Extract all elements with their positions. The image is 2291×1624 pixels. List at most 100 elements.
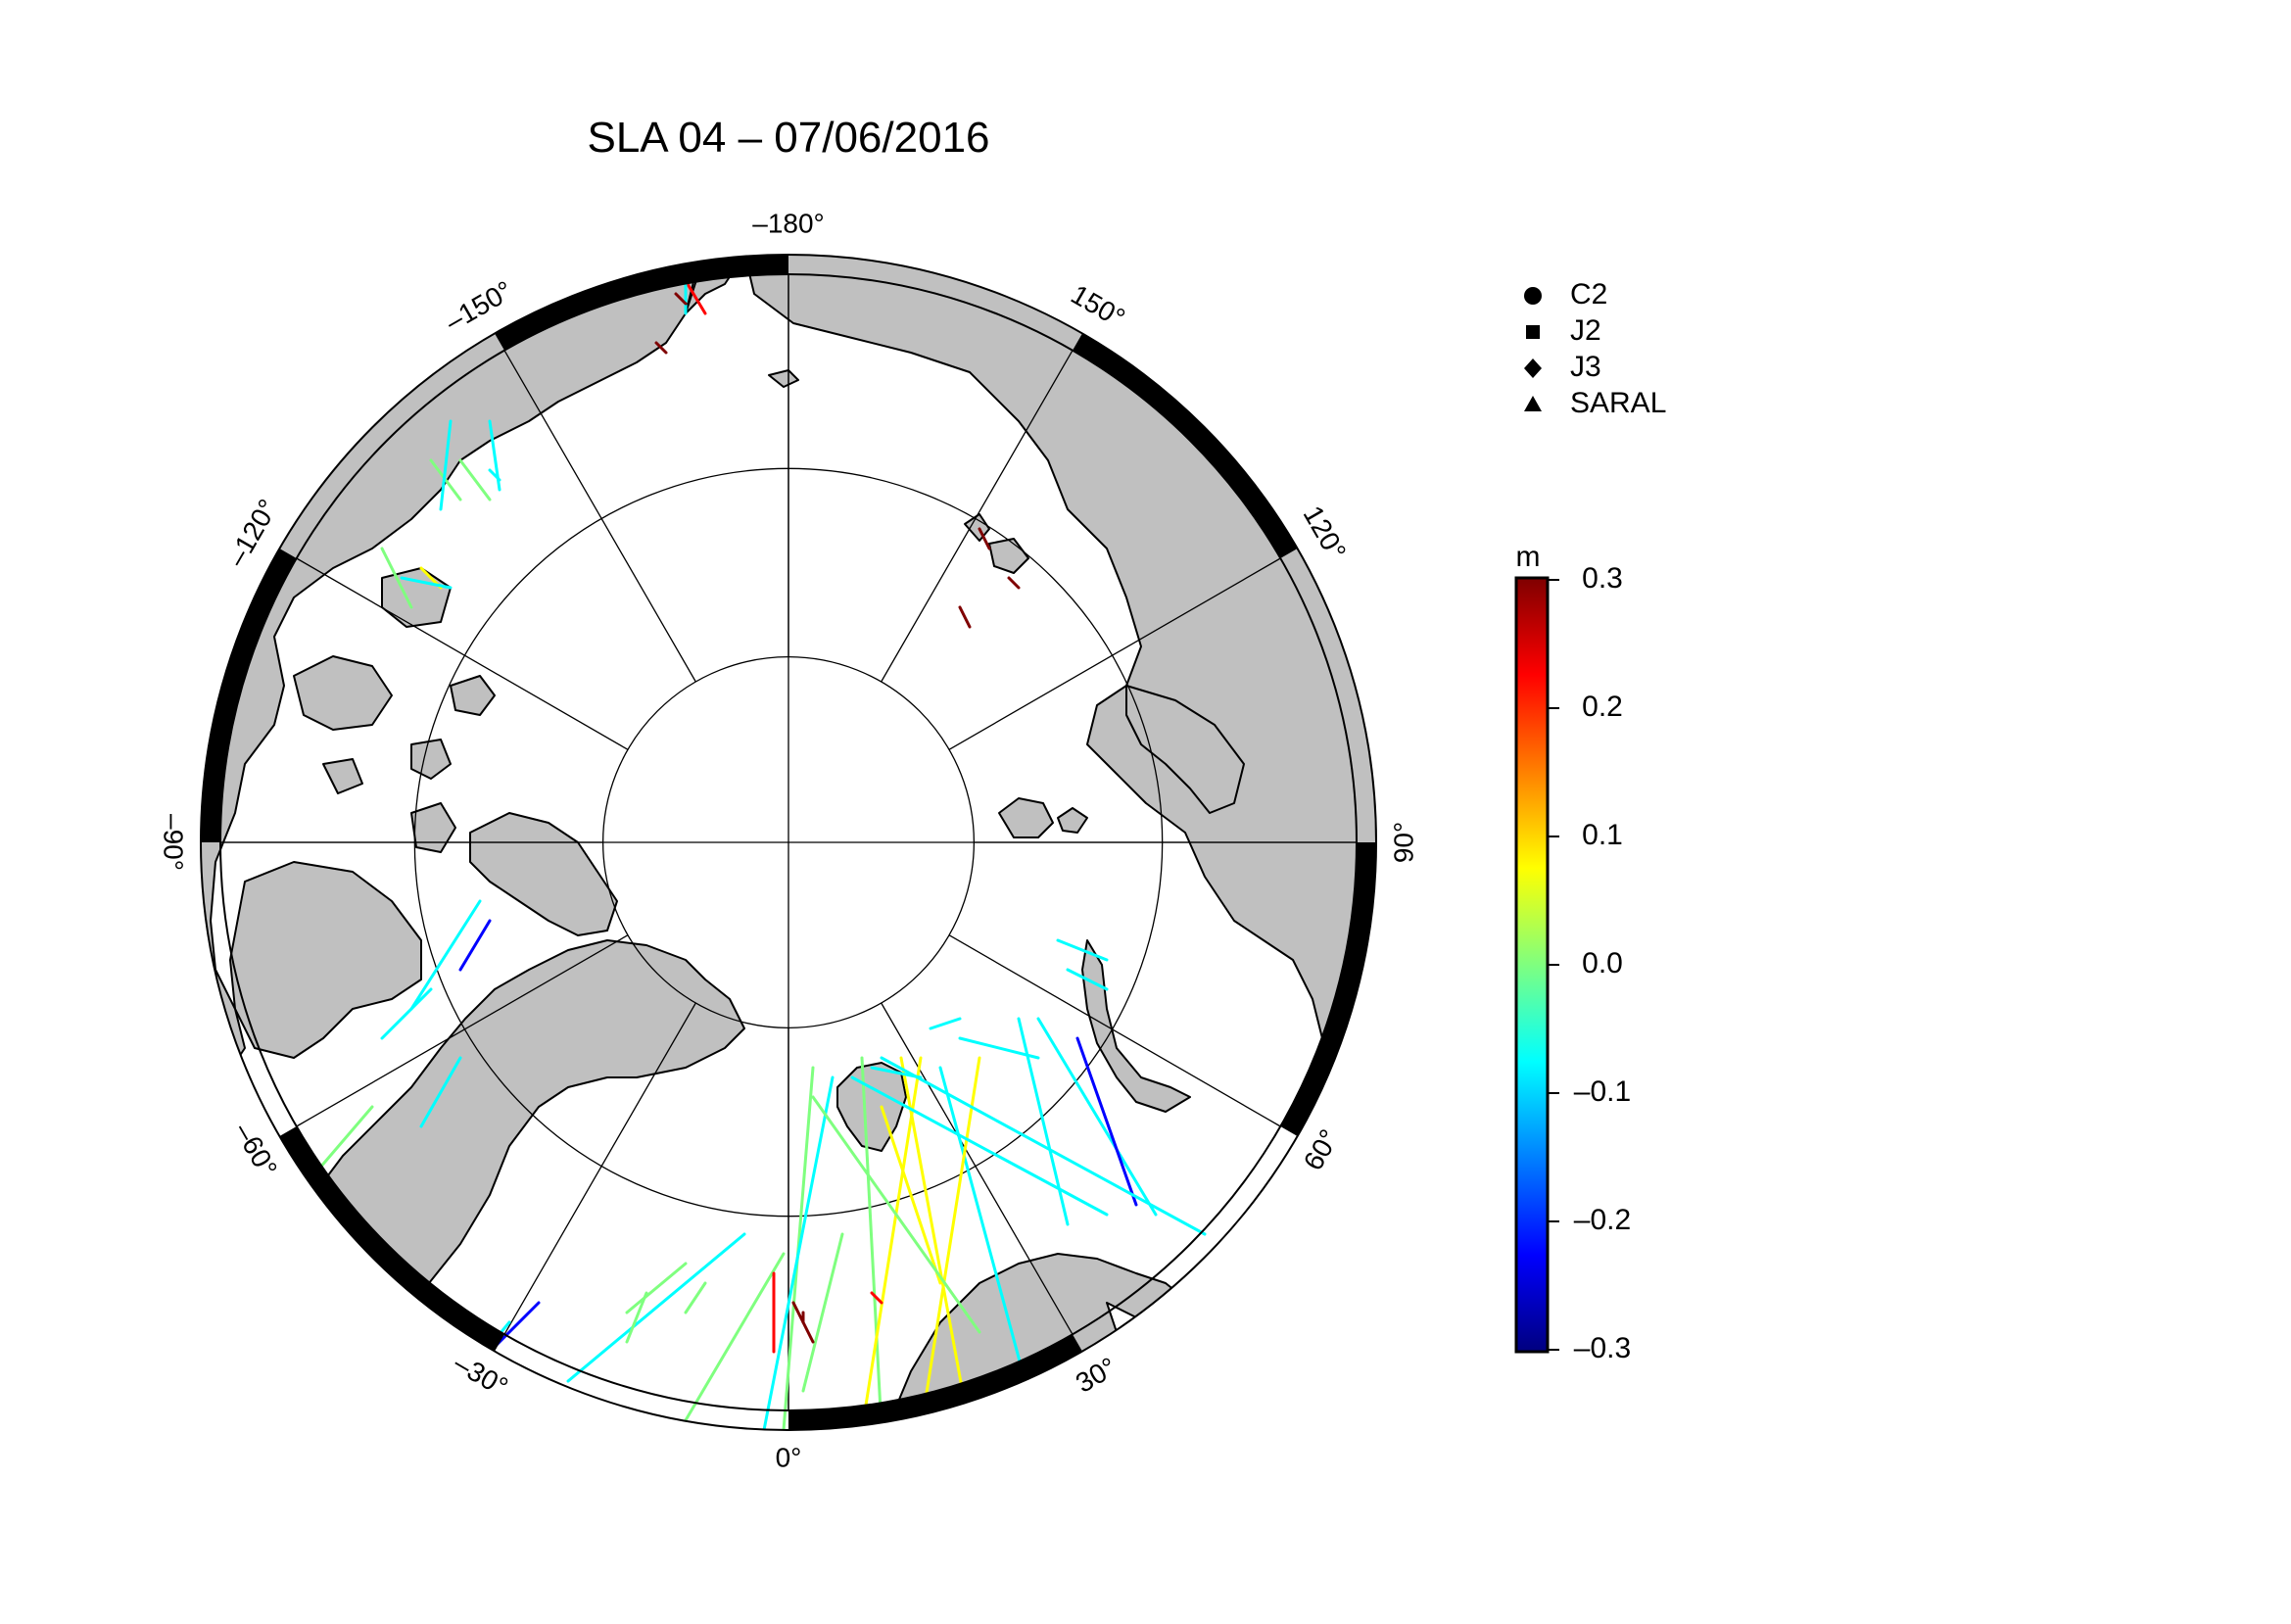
longitude-label: 90° [1388,822,1418,863]
longitude-label: –180° [752,208,825,238]
colorbar-unit: m [1516,541,1541,573]
track-segment [654,341,668,355]
land-franz-josef-2 [1057,807,1088,834]
longitude-label: 0° [776,1442,802,1472]
map-disk: –180°150°120°90°60°30°0°–30°–60°–90°–120… [159,208,1419,1472]
track-segment [625,1291,648,1344]
track-segment [880,1105,942,1285]
sla-colorbar: m 0.3 0.2 0.1 0.0 –0.1 –0.2 –0.3 [1514,541,1631,1364]
track-segment [1066,968,1109,991]
track-segment [1036,1017,1158,1217]
map-title: SLA 04 – 07/06/2016 [587,114,989,162]
meridian-line [503,350,696,683]
latitude-circle [413,467,1164,1218]
land-small-islands-3 [322,758,363,794]
track-segment [860,1056,883,1430]
land-wrangel [768,369,799,388]
longitude-label: –90° [159,814,189,871]
track-segment [801,1232,844,1393]
track-segment [870,1066,923,1079]
legend-marker-triangle-icon [1524,396,1542,411]
legend-label: J3 [1570,351,1601,383]
track-segment [919,1056,981,1430]
track-segment [929,1017,962,1030]
track-segment [850,1075,1109,1217]
track-segment [625,1262,688,1314]
satellite-tracks [311,263,1207,1430]
track-segment [978,527,991,550]
track-segment [811,1095,981,1334]
colorbar-tick-label: 0.1 [1582,819,1623,851]
frame-segment [788,1334,1082,1430]
latitude-circle [601,655,976,1029]
track-segment [762,1075,835,1430]
land-victoria [293,655,393,731]
colorbar-tick-label: 0.3 [1582,562,1623,595]
land-franz-josef [998,797,1054,838]
track-segment [419,1330,443,1373]
land-novaya-zemlya [1081,939,1191,1113]
land-small-islands-1 [450,675,496,716]
meridian-line [296,934,629,1127]
track-segment [400,576,453,590]
track-segment [870,1291,883,1305]
track-segment [566,1232,746,1383]
track-segment [791,1301,815,1344]
frame-segment [1280,842,1376,1136]
track-segment [380,547,413,609]
track-segment [899,1056,972,1430]
colorbar-tick-label: 0.0 [1582,947,1623,979]
frame-segment [279,1126,504,1352]
land-axel-heiberg [410,802,456,853]
meridian-line [296,557,629,750]
track-segment [458,458,492,502]
longitude-label: 120° [1298,501,1353,565]
meridian-line [881,1002,1074,1335]
track-segment [958,1036,1040,1060]
legend-label: J2 [1570,314,1601,347]
graticule [220,274,1357,1410]
track-segment [1007,576,1021,590]
colorbar-tick-label: 0.2 [1582,691,1623,723]
track-segment [684,1281,707,1314]
track-segment [439,419,453,511]
track-segment [380,987,433,1040]
track-segment [409,899,482,1011]
frame-segment [201,549,297,842]
track-segment [684,1252,786,1422]
track-segment [958,605,972,629]
track-segment [488,468,501,482]
meridian-line [948,557,1281,750]
track-segment [419,1056,462,1128]
colorbar-tick-label: –0.3 [1574,1332,1631,1364]
land-yamal [1125,685,1245,814]
longitude-label: 150° [1066,279,1130,334]
colorbar-tick-label: –0.1 [1574,1075,1631,1108]
longitude-label: 60° [1298,1124,1345,1175]
track-segment [429,458,462,502]
map-frame [200,254,1377,1431]
land-baffin [229,861,422,1059]
track-segment [1075,1036,1138,1207]
legend-marker-square-icon [1526,325,1540,339]
colorbar-tick-label: –0.2 [1574,1204,1631,1236]
frame-segment [1073,333,1298,558]
track-segment [880,1056,1207,1236]
track-segment [674,292,688,306]
land-small-islands-2 [410,739,452,780]
land-ellesmere [469,812,618,936]
colorbar-ticks: 0.3 0.2 0.1 0.0 –0.1 –0.2 –0.3 [1548,562,1631,1364]
legend-label: C2 [1570,278,1607,310]
longitude-label: 30° [1071,1352,1122,1399]
meridian-line [948,934,1281,1127]
meridian-line [503,1002,696,1335]
track-segment [311,1105,374,1177]
legend-marker-diamond-icon [1524,358,1542,378]
legend-label: SARAL [1570,387,1666,419]
track-segment [860,1056,923,1430]
track-segment [1056,938,1109,962]
frame-segment [495,255,788,351]
meridian-line [881,350,1074,683]
track-segment [458,919,492,972]
